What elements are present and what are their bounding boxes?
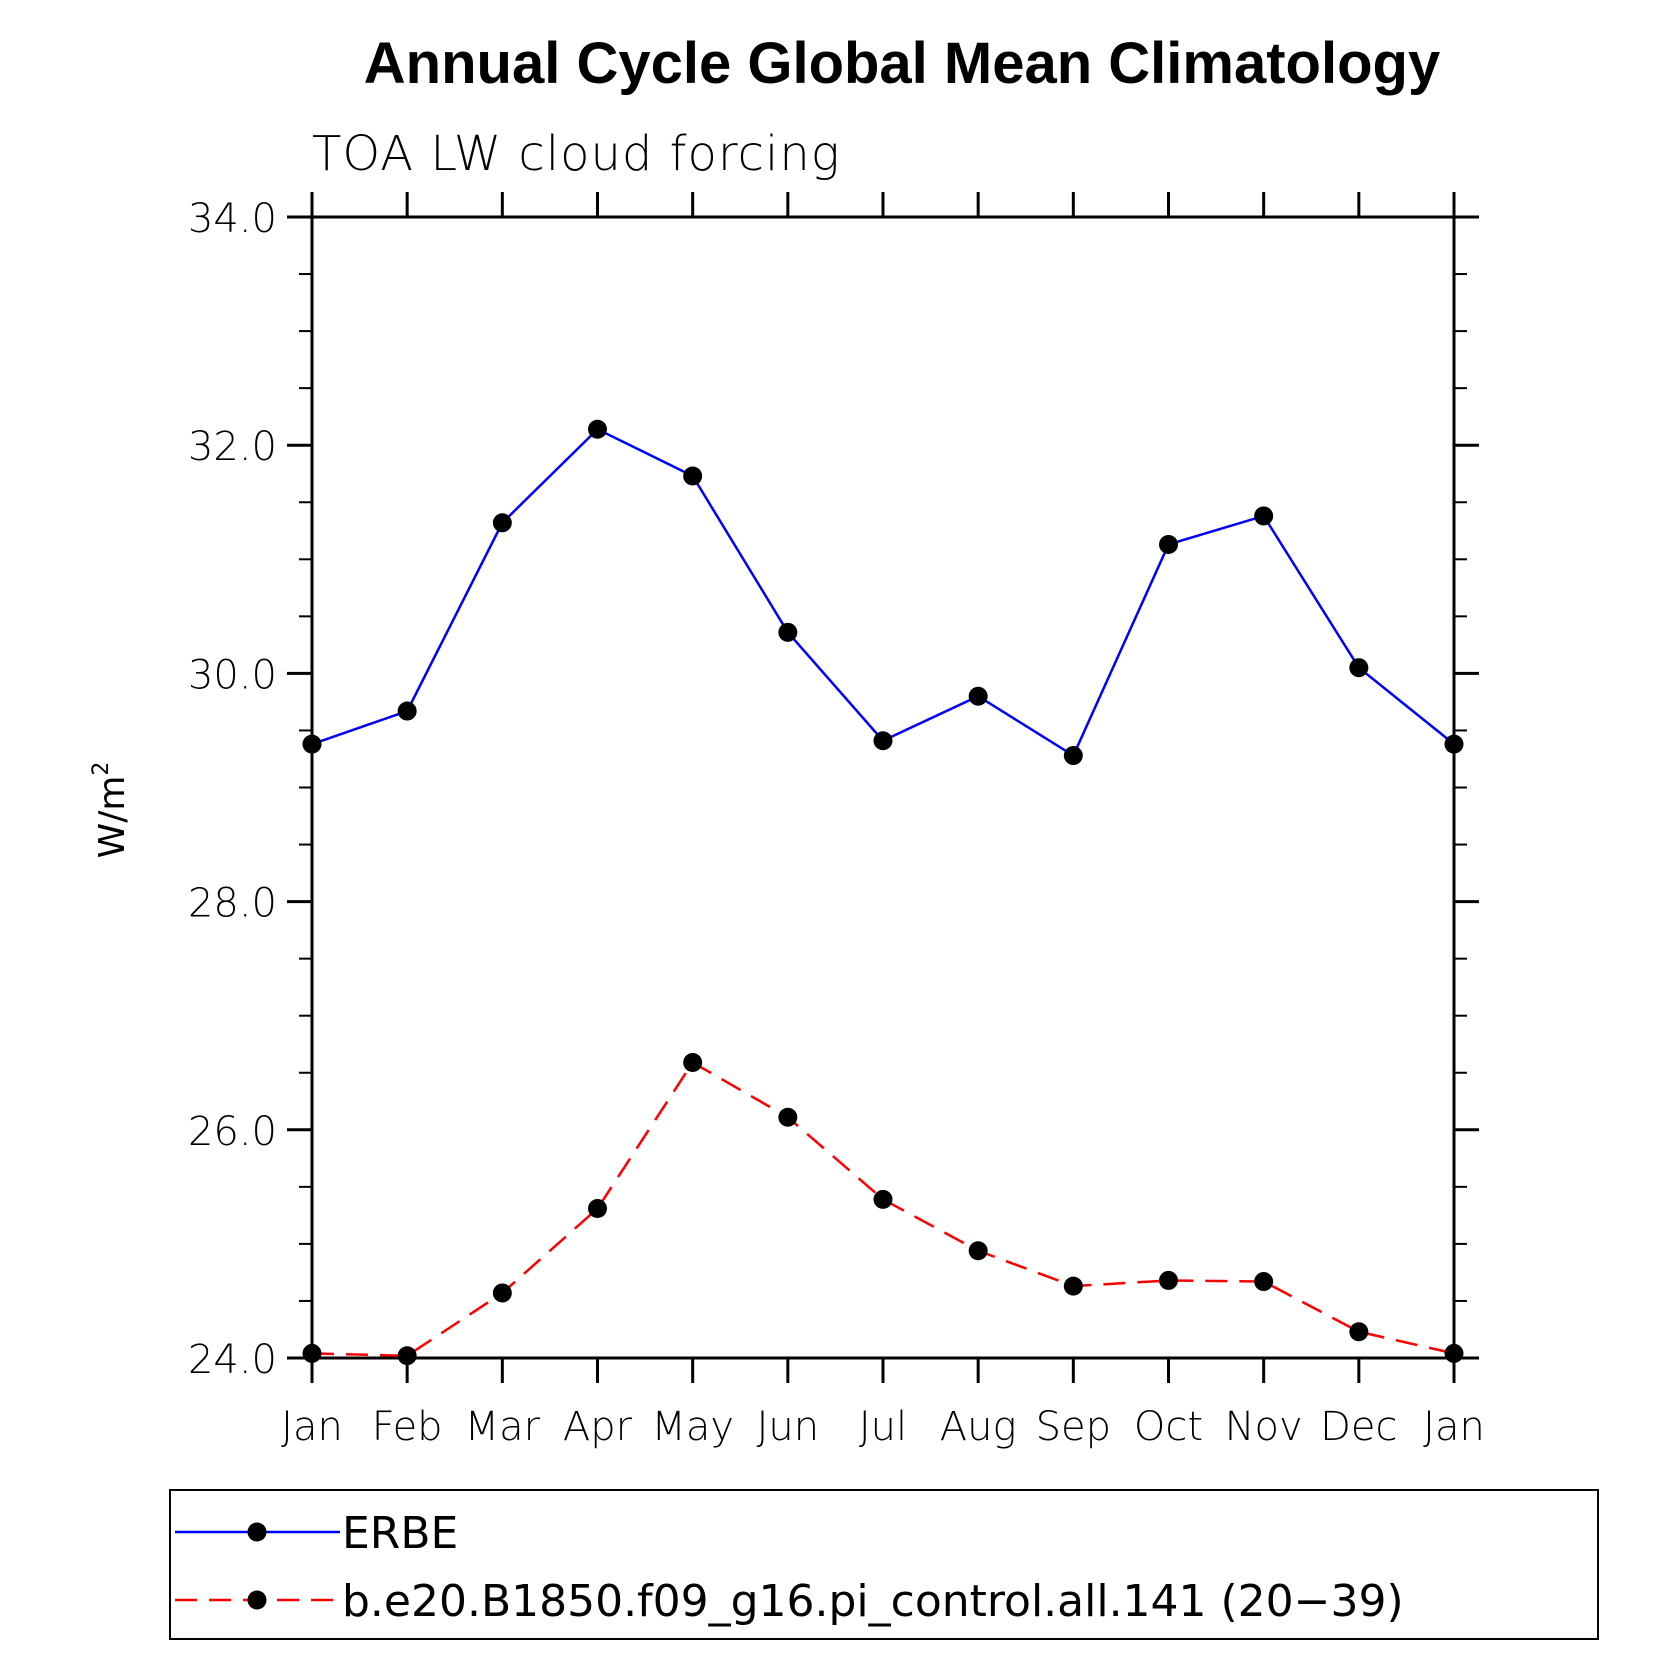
- x-tick-label: Apr: [563, 1404, 633, 1450]
- data-point-0: [1444, 734, 1464, 754]
- y-axis-label: W/m2: [89, 762, 133, 859]
- data-point-1: [397, 1346, 417, 1366]
- y-tick-label: 24.0: [188, 1337, 277, 1383]
- data-point-0: [302, 734, 322, 754]
- data-point-1: [1063, 1276, 1083, 1296]
- x-tick-label: Jan: [1423, 1404, 1485, 1450]
- y-tick-label: 26.0: [188, 1109, 277, 1155]
- y-axis-label-superscript: 2: [89, 762, 114, 776]
- data-point-1: [1444, 1343, 1464, 1363]
- data-point-0: [1349, 658, 1369, 678]
- x-tick-label: Mar: [465, 1404, 541, 1450]
- data-point-1: [873, 1189, 893, 1209]
- series-line-0: [311, 427, 1455, 758]
- data-point-0: [1254, 506, 1274, 526]
- x-tick-label: Aug: [940, 1404, 1017, 1450]
- data-point-0: [683, 466, 703, 486]
- legend-label-0: ERBE: [342, 1508, 458, 1559]
- legend-label-1: b.e20.B1850.f09_g16.pi_control.all.141 (…: [342, 1576, 1404, 1627]
- legend-marker-0: [247, 1522, 267, 1542]
- x-tick-label: Jul: [859, 1404, 907, 1450]
- plot-area: [310, 215, 1456, 1360]
- data-point-0: [1159, 534, 1178, 554]
- y-tick-label: 30.0: [188, 652, 277, 698]
- plot-frame: [310, 215, 1456, 1360]
- chart-title: Annual Cycle Global Mean Climatology: [364, 31, 1440, 96]
- data-point-1: [302, 1343, 322, 1363]
- y-tick-label: 32.0: [188, 424, 277, 470]
- series-line-1: [311, 1060, 1455, 1357]
- data-point-1: [1254, 1272, 1274, 1292]
- data-point-0: [968, 686, 988, 706]
- x-tick-label: Dec: [1320, 1404, 1397, 1450]
- data-point-0: [588, 419, 607, 439]
- data-point-1: [778, 1107, 798, 1127]
- series-lines: [311, 427, 1455, 1357]
- chart-subtitle: TOA LW cloud forcing: [312, 126, 841, 182]
- data-point-1: [968, 1241, 988, 1261]
- x-tick-label: Sep: [1036, 1404, 1111, 1450]
- data-point-1: [683, 1052, 703, 1072]
- x-tick-label: May: [651, 1404, 734, 1450]
- svg-text:W/m2: W/m2: [89, 762, 133, 859]
- data-point-0: [873, 731, 893, 751]
- data-point-1: [588, 1199, 607, 1219]
- series-markers: [302, 419, 1464, 1366]
- data-point-0: [778, 622, 798, 642]
- data-point-1: [1349, 1322, 1369, 1342]
- legend-box: [169, 1489, 1599, 1640]
- x-tick-label: Jun: [757, 1404, 820, 1450]
- legend-marker-1: [247, 1590, 267, 1610]
- data-point-1: [492, 1283, 512, 1303]
- axis-ticks: [287, 192, 1479, 1383]
- y-tick-label: 34.0: [188, 196, 277, 242]
- axis-tick-labels: Jan Feb Mar Apr May Jun Jul Aug Sep Oct Nov Dec Jan2…: [188, 196, 1485, 1450]
- x-tick-label: Oct: [1134, 1404, 1203, 1450]
- data-point-0: [1063, 746, 1083, 766]
- data-point-1: [1159, 1270, 1178, 1290]
- data-point-0: [397, 701, 417, 721]
- legend: ERBE b.e20.B1850.f09_g16.pi_control.all.1…: [169, 1489, 1599, 1640]
- y-axis-label-text: W/m: [92, 776, 133, 859]
- x-tick-label: Jan: [281, 1404, 343, 1450]
- y-tick-label: 28.0: [188, 881, 277, 927]
- x-tick-label: Feb: [372, 1404, 443, 1450]
- data-point-0: [492, 513, 512, 533]
- x-tick-label: Nov: [1225, 1404, 1303, 1450]
